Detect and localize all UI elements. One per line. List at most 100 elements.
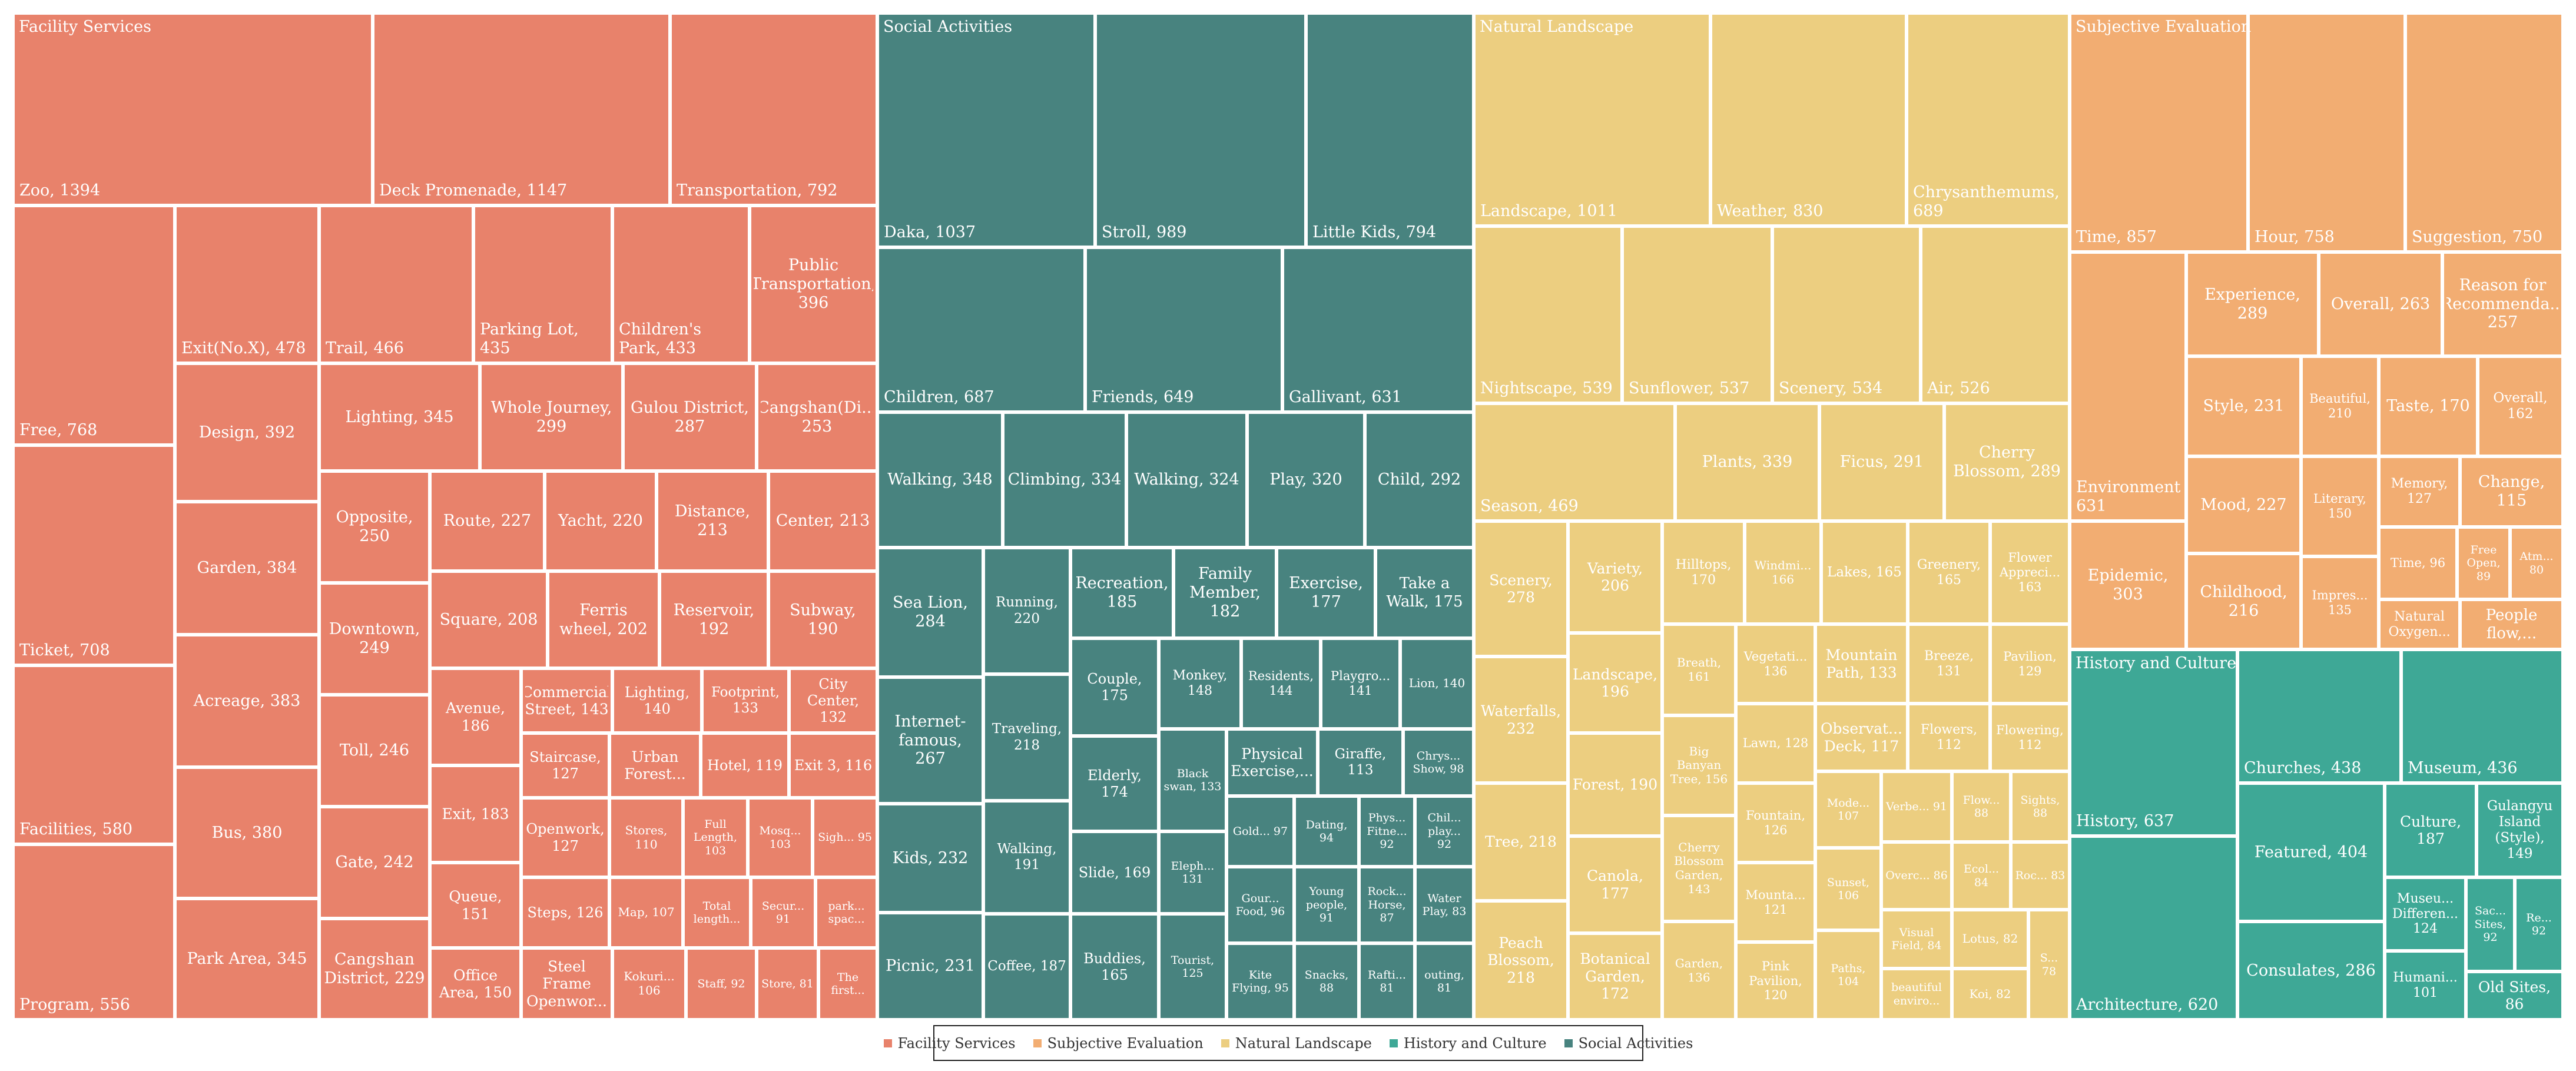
tile-label: Canola, 177 (1572, 838, 1658, 931)
tile-label: Stores, 110 (614, 800, 679, 876)
tile-label-text: Cherry Blossom Garden, 143 (1674, 840, 1724, 896)
tile-label: Greenery, 165 (1912, 523, 1986, 622)
tile-buddies: Buddies, 165 (1070, 914, 1159, 1020)
tile-label: History, 637 (2076, 812, 2174, 831)
tile-label: Overall, 263 (2323, 254, 2438, 354)
tile-label-text: Child, 292 (1377, 470, 1461, 489)
tile-label: Stroll, 989 (1102, 223, 1187, 242)
tile-label-text: Variety, 206 (1587, 559, 1643, 595)
tile-free: Free, 768 (13, 205, 175, 445)
tile-label-text: Kite Flying, 95 (1232, 968, 1289, 994)
tile-public-transportation: Public Transportation, 396 (750, 205, 877, 363)
tile-label: Play, 320 (1251, 414, 1361, 546)
tile-people-flow: People flow,... (2460, 599, 2563, 649)
tile-label: Verbe... 91 (1885, 773, 1948, 840)
tile-ficus: Ficus, 291 (1819, 403, 1944, 521)
tile-label: Gulou District, 287 (627, 365, 752, 469)
tile-gulangyu-island-style: Gulangyu Island (Style), 149 (2476, 783, 2563, 877)
tile-label: Running, 220 (987, 549, 1066, 672)
tile-reservoir: Reservoir, 192 (659, 571, 768, 668)
tile-full-length: Full Length, 103 (683, 798, 748, 877)
tile-label-text: Breath, 161 (1676, 655, 1722, 684)
tile-label-text: Staff, 92 (697, 977, 745, 990)
tile-distance: Distance, 213 (657, 471, 768, 571)
tile-label: Scenery, 278 (1478, 523, 1564, 655)
tile-opposite: Opposite, 250 (319, 471, 430, 583)
tile-label-text: Kids, 232 (892, 848, 969, 867)
legend-item-subjective-evaluation: Subjective Evaluation (1033, 1035, 1204, 1052)
tile-label: beautiful enviro... (1885, 970, 1948, 1018)
tile-air: Air, 526 (1921, 226, 2070, 403)
tile-label-text: Monkey, 148 (1172, 668, 1228, 698)
tile-label-text: Picnic, 231 (886, 957, 975, 976)
tile-urban-forest: Urban Forest... (609, 733, 701, 798)
tile-label-text: Square, 208 (439, 610, 538, 629)
tile-epidemic: Epidemic, 303 (2070, 521, 2186, 649)
tile-program: Program, 556 (13, 844, 175, 1020)
tile-label-text: Climbing, 334 (1007, 470, 1122, 489)
tile-label: Exit(No.X), 478 (181, 339, 306, 358)
tile-label: Lakes, 165 (1825, 523, 1904, 622)
tile-rafti: Rafti... 81 (1359, 943, 1415, 1020)
tile-label-text: Museu... Differen... 124 (2392, 891, 2458, 937)
tile-label-text: Culture, 187 (2399, 813, 2462, 848)
tile-lighting: Lighting, 345 (319, 363, 480, 471)
tile-label: Avenue, 186 (434, 670, 517, 764)
tile-label: Monkey, 148 (1163, 640, 1237, 727)
tile-facilities: Facilities, 580 (13, 665, 175, 844)
tile-label: Forest, 190 (1572, 735, 1658, 834)
tile-running: Running, 220 (983, 548, 1070, 674)
tile-label: Gallivant, 631 (1289, 388, 1402, 407)
legend-swatch-social-activities (1564, 1039, 1573, 1047)
tile-label-text: Flowers, 112 (1920, 722, 1978, 752)
tile-label-text: Kokuri... 106 (624, 969, 675, 997)
tile-label: Environment, 631 (2076, 478, 2181, 516)
tile-plants: Plants, 339 (1675, 403, 1819, 521)
tile-label: Ferris wheel, 202 (552, 573, 655, 667)
tile-label-text: Botanical Garden, 172 (1580, 950, 1650, 1003)
tile-label-text: Public Transportation, 396 (754, 256, 873, 312)
tile-label: Lighting, 345 (323, 365, 476, 469)
tile-label-text: Landscape, 196 (1572, 665, 1658, 701)
tile-label-text: Scenery, 278 (1489, 571, 1553, 606)
tile-label-text: Old Sites, 86 (2478, 978, 2551, 1013)
tile-label-text: Walking, 324 (1134, 470, 1239, 489)
tile-season: Season, 469 (1474, 403, 1675, 521)
tile-s: S... 78 (2028, 910, 2070, 1020)
tile-design: Design, 392 (175, 363, 319, 502)
tile-label: Park Area, 345 (179, 900, 315, 1018)
tile-lawn: Lawn, 128 (1736, 704, 1815, 783)
tile-label: Kids, 232 (881, 805, 979, 911)
tile-experience: Experience, 289 (2186, 252, 2319, 356)
legend-item-history-and-culture: History and Culture (1389, 1035, 1547, 1052)
tile-gold: Gold... 97 (1226, 796, 1294, 867)
tile-label-text: Running, 220 (996, 595, 1058, 626)
tile-label: Epidemic, 303 (2074, 523, 2182, 648)
tile-label: Walking, 324 (1130, 414, 1243, 546)
tile-label-text: Slide, 169 (1078, 864, 1151, 881)
tile-label-text: Dating, 94 (1305, 818, 1348, 844)
tile-label-text: Epidemic, 303 (2087, 566, 2169, 604)
tile-outing: outing, 81 (1415, 943, 1474, 1020)
tile-label-text: Young people, 91 (1305, 885, 1348, 925)
tile-label: Windmi... 166 (1749, 523, 1817, 622)
tile-label-text: Sigh... 95 (818, 831, 872, 844)
tile-flow: Flow... 88 (1952, 771, 2011, 842)
tile-label: Plants, 339 (1679, 405, 1815, 519)
tile-flowering: Flowering, 112 (1990, 704, 2070, 771)
tile-vegetati: Vegetati... 136 (1736, 624, 1815, 704)
tile-label: Buddies, 165 (1075, 916, 1155, 1018)
tile-sea-lion: Sea Lion, 284 (877, 548, 983, 677)
tile-weather: Weather, 830 (1710, 13, 1907, 226)
tile-label-text: Rock... Horse, 87 (1367, 885, 1407, 925)
tile-label-text: Subway, 190 (790, 601, 856, 638)
tile-rock-horse: Rock... Horse, 87 (1359, 867, 1415, 943)
tile-label: Parking Lot, 435 (480, 320, 579, 358)
tile-label: Opposite, 250 (323, 473, 426, 581)
tile-label-text: Change, 115 (2478, 473, 2545, 510)
tile-hotel: Hotel, 119 (701, 733, 789, 798)
tile-label-text: Sunset, 106 (1826, 876, 1870, 902)
tile-chrys-show: Chrys... Show, 98 (1403, 729, 1474, 796)
tile-label-text: Opposite, 250 (336, 508, 413, 545)
tile-label-text: Natural Oxygen... (2388, 609, 2451, 639)
